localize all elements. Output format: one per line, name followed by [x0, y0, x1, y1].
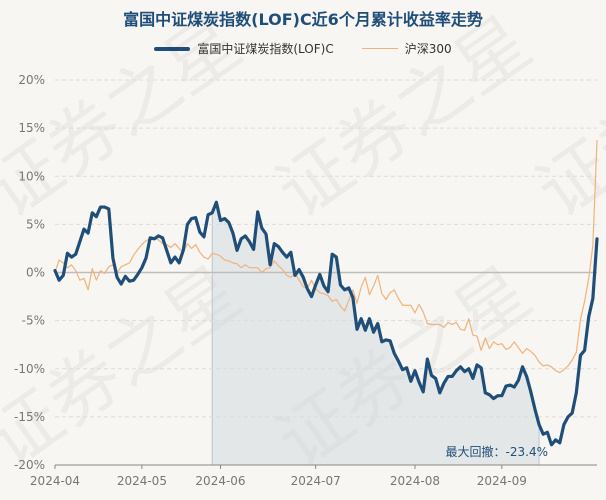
y-tick-label: -5%: [22, 314, 45, 328]
y-tick-label: 20%: [18, 73, 45, 87]
max-drawdown-label: 最大回撤：-23.4%: [446, 444, 548, 459]
y-tick-label: 0%: [26, 266, 45, 280]
chart-title: 富国中证煤炭指数(LOF)C近6个月累计收益率走势: [123, 10, 483, 29]
series-lines: [53, 140, 599, 447]
drawdown-region: [211, 202, 540, 466]
watermark-text: 证券之星: [522, 0, 606, 234]
x-tick-label: 2024-08: [390, 474, 440, 488]
x-tick-label: 2024-09: [477, 474, 527, 488]
x-tick-label: 2024-07: [291, 474, 341, 488]
x-tick-label: 2024-06: [195, 474, 245, 488]
y-axis-ticks: 20% 15% 10% 5% 0% -5% -10% -15% -20%: [14, 73, 45, 472]
legend-swatch-fund: [154, 46, 191, 51]
legend-swatch-index: [361, 48, 398, 49]
y-tick-label: 15%: [18, 121, 45, 135]
legend-label-index: 沪深300: [404, 42, 452, 56]
y-tick-label: -15%: [14, 410, 45, 424]
y-tick-label: 5%: [26, 217, 45, 231]
y-tick-label: -10%: [14, 362, 45, 376]
x-tick-label: 2024-04: [30, 474, 80, 488]
annotations: 最大回撤：-23.4%: [446, 444, 548, 459]
y-tick-label: -20%: [14, 458, 45, 472]
x-axis-ticks: 2024-04 2024-05 2024-06 2024-07 2024-08 2024-…: [30, 464, 597, 488]
watermark-text: 证券之星: [0, 0, 256, 234]
y-tick-label: 10%: [18, 169, 45, 183]
legend: 富国中证煤炭指数(LOF)C 沪深300: [0, 40, 606, 57]
legend-label-fund: 富国中证煤炭指数(LOF)C: [197, 42, 334, 56]
legend-item-index: 沪深300: [361, 40, 452, 57]
watermark-text: 证券之星: [262, 0, 546, 234]
legend-item-fund: 富国中证煤炭指数(LOF)C: [154, 40, 334, 57]
series-line-index: [54, 140, 598, 374]
x-tick-label: 2024-05: [117, 474, 167, 488]
series-line-fund: [53, 200, 599, 447]
drawdown-fill: [212, 202, 540, 466]
